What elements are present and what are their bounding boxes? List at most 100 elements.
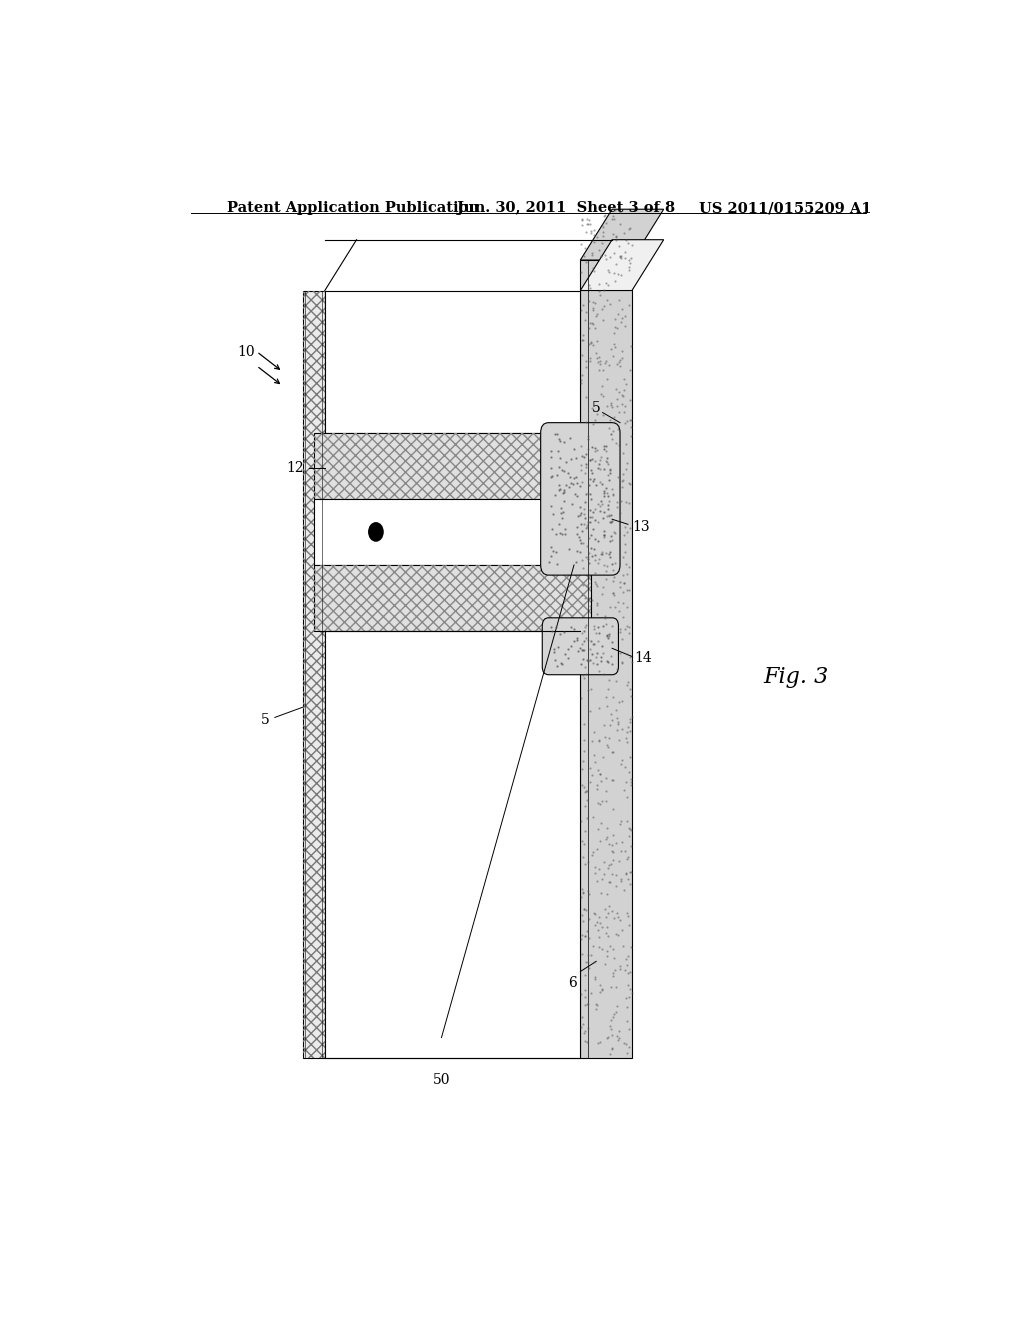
Point <box>611 381 628 403</box>
Point <box>608 1026 625 1047</box>
Point <box>602 512 618 533</box>
Point <box>594 543 610 564</box>
Point <box>593 791 609 812</box>
Point <box>579 808 595 829</box>
Point <box>624 982 640 1003</box>
Point <box>584 449 600 470</box>
Point <box>599 395 615 416</box>
Point <box>583 630 599 651</box>
Point <box>598 351 614 372</box>
Point <box>605 585 622 606</box>
Point <box>595 206 611 227</box>
Point <box>624 706 640 727</box>
Point <box>577 507 593 528</box>
Point <box>597 244 613 265</box>
Point <box>614 470 631 491</box>
Point <box>614 463 631 484</box>
Point <box>596 458 612 479</box>
Point <box>617 987 634 1008</box>
Point <box>590 494 606 515</box>
Point <box>596 502 612 523</box>
Point <box>563 635 580 656</box>
Point <box>568 516 585 537</box>
Point <box>621 579 637 601</box>
Point <box>613 919 630 940</box>
Point <box>605 939 622 960</box>
Point <box>613 247 630 268</box>
Point <box>605 263 622 284</box>
Point <box>577 796 593 817</box>
Point <box>616 840 633 861</box>
Point <box>613 870 630 891</box>
Text: 50: 50 <box>433 1073 451 1088</box>
Point <box>602 395 618 416</box>
Point <box>569 628 586 649</box>
Point <box>589 642 605 663</box>
Point <box>594 474 610 495</box>
Point <box>610 1030 627 1051</box>
Point <box>562 466 579 487</box>
Point <box>574 532 591 553</box>
Point <box>593 383 609 404</box>
Point <box>575 750 592 771</box>
Point <box>580 214 596 235</box>
Point <box>582 649 598 671</box>
Point <box>578 444 594 465</box>
Point <box>578 455 594 477</box>
Point <box>603 631 620 652</box>
Point <box>618 1043 635 1064</box>
Point <box>590 759 606 780</box>
Point <box>614 385 631 407</box>
Point <box>589 304 605 325</box>
Point <box>600 275 616 296</box>
Point <box>585 334 601 355</box>
Point <box>598 560 614 581</box>
Point <box>544 466 560 487</box>
Point <box>583 982 599 1003</box>
Point <box>623 416 639 437</box>
Point <box>569 473 586 494</box>
Point <box>618 230 635 251</box>
Point <box>608 719 625 741</box>
Point <box>572 983 589 1005</box>
Point <box>598 917 614 939</box>
Point <box>574 574 591 595</box>
Point <box>605 824 622 845</box>
Point <box>583 537 599 558</box>
Point <box>600 1026 616 1047</box>
Point <box>621 986 637 1007</box>
Bar <box>313 433 591 499</box>
Point <box>615 401 632 422</box>
Point <box>586 615 602 636</box>
Point <box>569 484 586 506</box>
Point <box>589 603 605 624</box>
Point <box>587 913 603 935</box>
Point <box>580 780 596 801</box>
Point <box>622 517 638 539</box>
Point <box>582 771 598 792</box>
Point <box>580 536 596 557</box>
Point <box>608 700 625 721</box>
Point <box>591 273 607 294</box>
Point <box>608 396 625 417</box>
Point <box>596 279 612 300</box>
Point <box>600 495 616 516</box>
Point <box>587 722 603 743</box>
Point <box>573 209 590 230</box>
Point <box>582 214 598 235</box>
Point <box>552 447 568 469</box>
Point <box>567 466 584 487</box>
Point <box>579 628 595 649</box>
Point <box>604 1024 621 1045</box>
Point <box>543 545 559 566</box>
Point <box>613 298 630 319</box>
Point <box>573 653 590 675</box>
Point <box>546 638 562 659</box>
Point <box>583 678 599 700</box>
Point <box>592 500 608 521</box>
Point <box>575 741 592 762</box>
Point <box>607 230 624 251</box>
Point <box>561 539 578 560</box>
Point <box>603 525 620 546</box>
Point <box>590 1034 606 1055</box>
